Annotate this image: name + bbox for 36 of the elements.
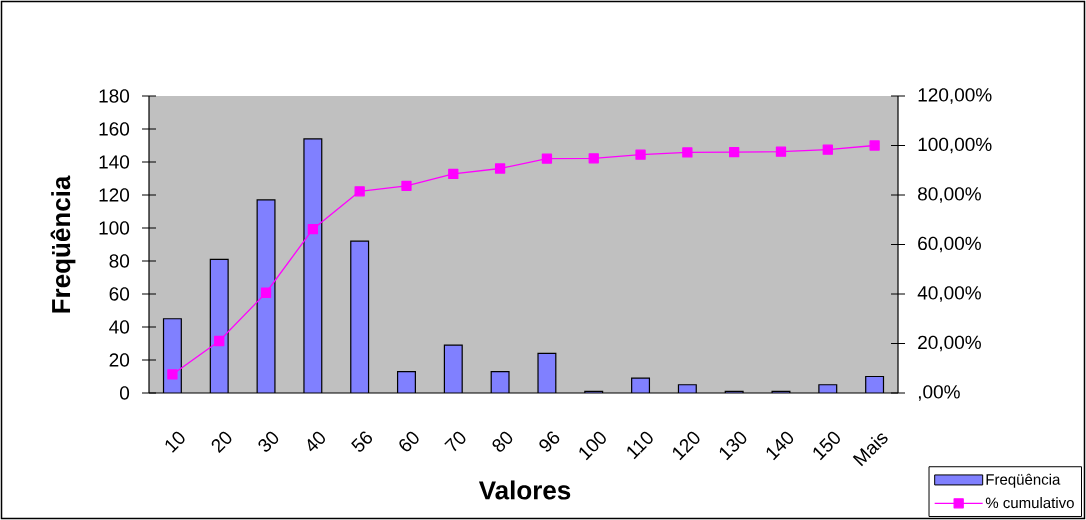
y2-tick-label: 100,00%: [918, 137, 992, 154]
y-tick-label: 20: [109, 353, 130, 367]
x-tick-label: 10: [165, 431, 185, 453]
y-tick-label: 100: [99, 221, 130, 235]
x-tick-label: 70: [444, 431, 466, 452]
x-axis-title: Valores: [478, 480, 571, 500]
x-tick-label: 40: [307, 431, 325, 452]
y-tick-label: 180: [99, 89, 130, 103]
x-tick-label: 60: [399, 431, 419, 452]
x-tick-label: 130: [719, 431, 747, 461]
x-tick-label: 80: [492, 431, 513, 452]
y-tick-label: 120: [99, 188, 130, 202]
y2-tick-label: 40,00%: [917, 286, 981, 302]
x-tick-label: 100: [579, 431, 606, 461]
x-tick-label: 96: [539, 431, 560, 452]
x-tick-label: 56: [351, 431, 373, 452]
x-tick-label: 30: [258, 431, 279, 452]
x-tick-label: 120: [672, 431, 700, 461]
y2-tick-label: 60,00%: [918, 236, 981, 253]
y2-tick-label: 80,00%: [918, 187, 981, 203]
y-tick-label: 160: [99, 122, 130, 136]
y-tick-label: 60: [109, 287, 130, 301]
y-tick-label: 80: [109, 254, 130, 268]
x-tick-label: 140: [766, 431, 794, 461]
y-tick-label: 140: [99, 155, 130, 169]
y-tick-label: 0: [119, 386, 130, 400]
x-tick-label: 110: [627, 431, 653, 460]
x-tick-label: 150: [813, 431, 840, 461]
legend-label: Freqüência: [986, 473, 1061, 488]
y-tick-label: 40: [109, 320, 130, 334]
y2-tick-label: 20,00%: [918, 335, 981, 352]
y2-tick-label: 120,00%: [918, 88, 992, 104]
y-axis-title: Freqüência: [50, 175, 76, 313]
x-tick-label: 20: [211, 431, 232, 454]
y2-tick-label: ,00%: [918, 385, 960, 401]
legend-label: % cumulativo: [985, 497, 1074, 509]
